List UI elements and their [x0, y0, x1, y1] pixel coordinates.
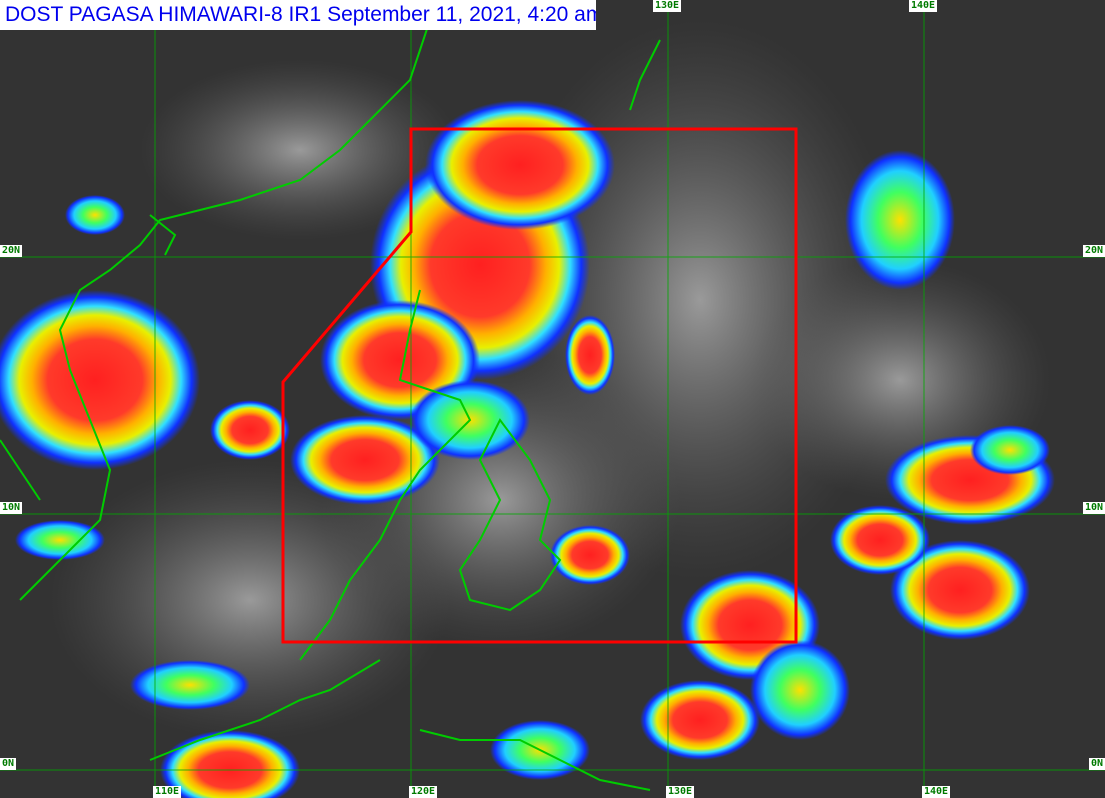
- label-left-0n: 0N: [0, 758, 17, 770]
- label-right-10n: 10N: [1082, 502, 1105, 514]
- coastlines: [0, 19, 661, 791]
- label-top-130e: 130E: [653, 0, 682, 12]
- label-bottom-120e: 120E: [409, 786, 438, 798]
- label-left-10n: 10N: [0, 502, 23, 514]
- label-bottom-140e: 140E: [922, 786, 951, 798]
- cloud-texture: [50, 20, 1050, 740]
- image-title: DOST PAGASA HIMAWARI-8 IR1 September 11,…: [0, 0, 596, 30]
- label-bottom-130e: 130E: [666, 786, 695, 798]
- label-bottom-110e: 110E: [153, 786, 182, 798]
- label-top-140e: 140E: [909, 0, 938, 12]
- label-right-20n: 20N: [1082, 245, 1105, 257]
- area-of-responsibility-boundary: [281, 127, 798, 644]
- label-right-0n: 0N: [1088, 758, 1105, 770]
- cloud-cells: [0, 100, 1055, 798]
- label-left-20n: 20N: [0, 245, 23, 257]
